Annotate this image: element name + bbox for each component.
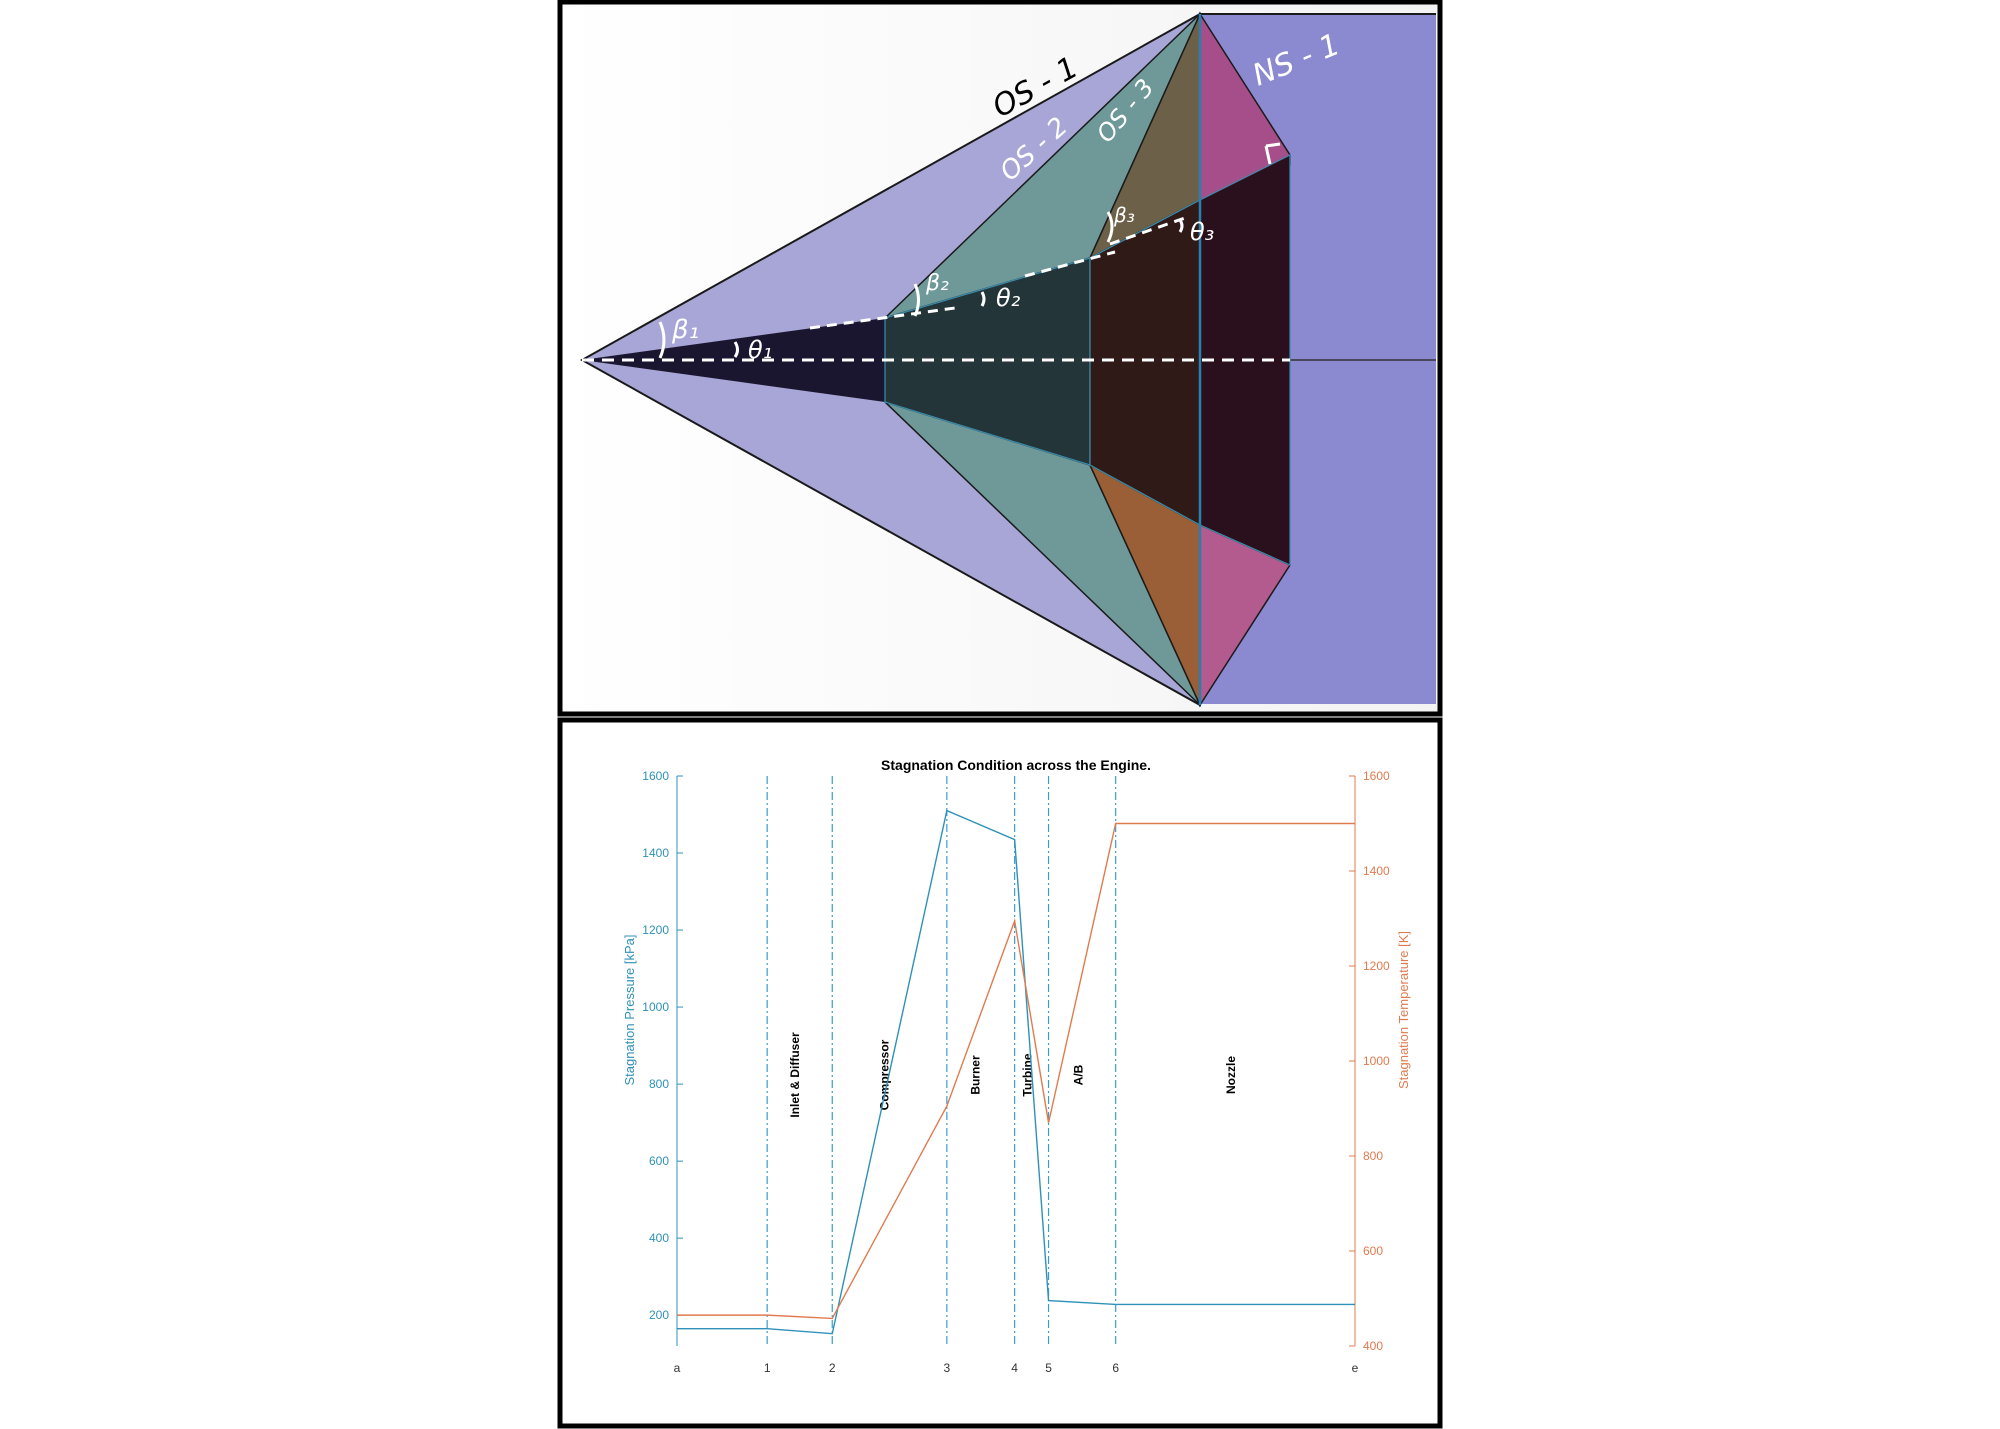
beta3-label: β₃ [1113, 203, 1135, 227]
region-label: Burner [968, 1055, 982, 1095]
shock-diagram-panel: OS - 1 OS - 2 OS - 3 NS - 1 β₁ θ₁ β₂ θ₂ … [557, 0, 1443, 717]
stagnation-chart-panel: Stagnation Condition across the Engine. … [557, 717, 1443, 1429]
y-left-tick-label: 1600 [642, 769, 669, 783]
y-left-axis-label: Stagnation Pressure [kPa] [622, 934, 637, 1085]
chart-axes: 200 400 600 800 1000 1200 1400 1600 400 600 800 100… [642, 769, 1390, 1375]
beta1-label: β₁ [671, 315, 699, 345]
ramp1-extension-dashed [809, 306, 956, 330]
chart-background [557, 717, 1443, 1429]
x-tick-label: 2 [829, 1361, 836, 1375]
beta1-arc [658, 321, 666, 359]
y-right-tick-label: 800 [1363, 1149, 1383, 1163]
ramp3-extension-dashed [1109, 216, 1186, 246]
theta3-label: θ₃ [1190, 218, 1214, 246]
diagram-frame [557, 0, 1443, 717]
y-left-tick-label: 600 [649, 1154, 669, 1168]
y-left-tick-label: 1200 [642, 923, 669, 937]
x-tick-label: 4 [1011, 1361, 1018, 1375]
y-left-tick-label: 200 [649, 1308, 669, 1322]
region-label: A/B [1071, 1064, 1085, 1085]
temperature-series-line [677, 822, 1355, 1320]
y-left-tick-label: 800 [649, 1077, 669, 1091]
theta2-label: θ₂ [996, 284, 1021, 312]
y-right-tick-label: 1400 [1363, 864, 1390, 878]
right-angle-mark [1264, 142, 1281, 165]
beta2-arc [913, 283, 920, 317]
station-lines [766, 776, 1117, 1346]
y-left-tick-label: 1000 [642, 1000, 669, 1014]
y-right-axis-label: Stagnation Temperature [K] [1396, 931, 1411, 1089]
ramp2-extension-dashed [1024, 250, 1116, 278]
region-label: Compressor [878, 1039, 892, 1110]
x-tick-label: 1 [764, 1361, 771, 1375]
theta3-arc [1178, 219, 1184, 233]
y-right-tick-label: 600 [1363, 1244, 1383, 1258]
y-right-tick-label: 1600 [1363, 769, 1390, 783]
region-labels: Inlet & Diffuser Compressor Burner Turbine A… [788, 1032, 1238, 1118]
y-left-tick-label: 1400 [642, 846, 669, 860]
beta2-label: β₂ [925, 271, 949, 296]
x-tick-label: 5 [1045, 1361, 1052, 1375]
theta1-arc [733, 341, 739, 358]
x-tick-label: 6 [1112, 1361, 1119, 1375]
y-left-tick-label: 400 [649, 1231, 669, 1245]
y-right-tick-label: 400 [1363, 1339, 1383, 1353]
x-tick-label: a [674, 1361, 681, 1375]
beta3-arc [1106, 211, 1114, 243]
theta2-arc [980, 291, 986, 307]
chart-series [677, 809, 1355, 1335]
chart-title: Stagnation Condition across the Engine. [881, 757, 1151, 773]
region-label: Inlet & Diffuser [788, 1032, 802, 1118]
pressure-series-line [677, 809, 1355, 1335]
x-tick-label: 3 [944, 1361, 951, 1375]
region-label: Nozzle [1224, 1056, 1238, 1094]
x-tick-label: e [1352, 1361, 1359, 1375]
y-right-tick-label: 1200 [1363, 959, 1390, 973]
theta1-label: θ₁ [748, 336, 772, 364]
y-right-tick-label: 1000 [1363, 1054, 1390, 1068]
